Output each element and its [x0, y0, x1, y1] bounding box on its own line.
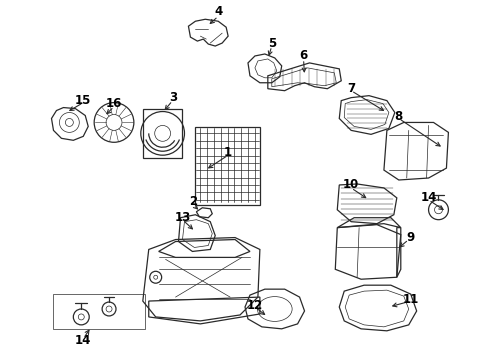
Text: 13: 13 [174, 211, 191, 224]
Text: 16: 16 [106, 97, 122, 110]
Bar [196, 127, 260, 205]
Text: 15: 15 [75, 94, 92, 107]
Text: 4: 4 [214, 5, 222, 18]
Text: 10: 10 [343, 179, 359, 192]
Text: 14: 14 [75, 334, 92, 347]
Text: 3: 3 [170, 91, 177, 104]
Text: 9: 9 [407, 231, 415, 244]
Text: 8: 8 [394, 110, 403, 123]
Text: 14: 14 [420, 192, 437, 204]
Text: 6: 6 [299, 49, 308, 63]
Text: 11: 11 [403, 293, 419, 306]
Text: 7: 7 [347, 82, 355, 95]
Text: 12: 12 [247, 298, 263, 311]
Text: 2: 2 [189, 195, 197, 208]
Text: 5: 5 [268, 37, 276, 50]
Text: 1: 1 [224, 146, 232, 159]
Bar [53, 294, 145, 329]
